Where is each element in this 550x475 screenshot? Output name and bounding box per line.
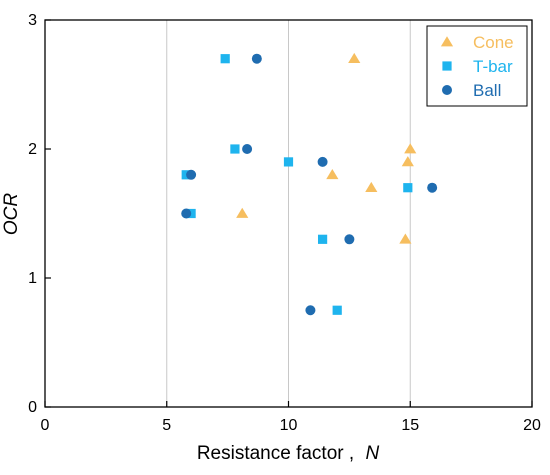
axis-ticks: 0 5 10 15 20 0 1 2 3 xyxy=(28,12,541,434)
y-tick-label: 1 xyxy=(28,270,37,287)
data-point-ball xyxy=(251,53,262,64)
data-point-cone xyxy=(236,207,249,218)
data-point-ball xyxy=(242,144,253,154)
data-point-t-bar xyxy=(230,144,240,154)
legend-label: T-bar xyxy=(473,57,513,76)
data-point-ball xyxy=(186,169,197,180)
legend-marker-t-bar xyxy=(442,61,452,71)
y-axis-title: OCR xyxy=(1,193,22,236)
data-point-ball xyxy=(181,208,192,219)
data-points xyxy=(181,52,438,316)
x-tick-label: 15 xyxy=(401,417,419,434)
legend: Cone T-bar Ball xyxy=(426,25,528,107)
data-point-cone xyxy=(326,169,339,180)
legend-marker-cone xyxy=(440,36,454,47)
x-tick-label: 0 xyxy=(41,417,50,434)
data-point-ball xyxy=(427,182,438,193)
data-point-t-bar xyxy=(403,183,413,193)
data-point-ball xyxy=(305,305,316,316)
y-tick-label: 3 xyxy=(28,12,37,29)
x-axis-title-text: Resistance factor , xyxy=(197,443,354,464)
legend-label: Cone xyxy=(473,33,514,52)
data-point-cone xyxy=(399,233,412,244)
data-point-ball xyxy=(344,234,355,245)
x-tick-label: 10 xyxy=(280,417,298,434)
data-point-cone xyxy=(365,181,378,193)
data-point-cone xyxy=(404,143,417,154)
data-point-t-bar xyxy=(332,305,342,315)
legend-marker-ball xyxy=(442,85,452,95)
data-point-ball xyxy=(317,156,328,167)
data-point-cone xyxy=(401,156,414,167)
x-tick-label: 20 xyxy=(523,417,541,434)
data-point-t-bar xyxy=(283,157,294,167)
gridlines xyxy=(166,20,411,407)
data-point-t-bar xyxy=(220,54,230,64)
legend-label: Ball xyxy=(473,81,501,100)
y-tick-label: 0 xyxy=(28,399,37,416)
data-point-cone xyxy=(348,52,361,64)
data-point-t-bar xyxy=(317,234,328,244)
y-tick-label: 2 xyxy=(28,141,37,158)
x-tick-label: 5 xyxy=(162,417,171,434)
x-axis-title-italic: N xyxy=(365,443,379,464)
x-axis-title: Resistance factor , N xyxy=(197,443,380,464)
